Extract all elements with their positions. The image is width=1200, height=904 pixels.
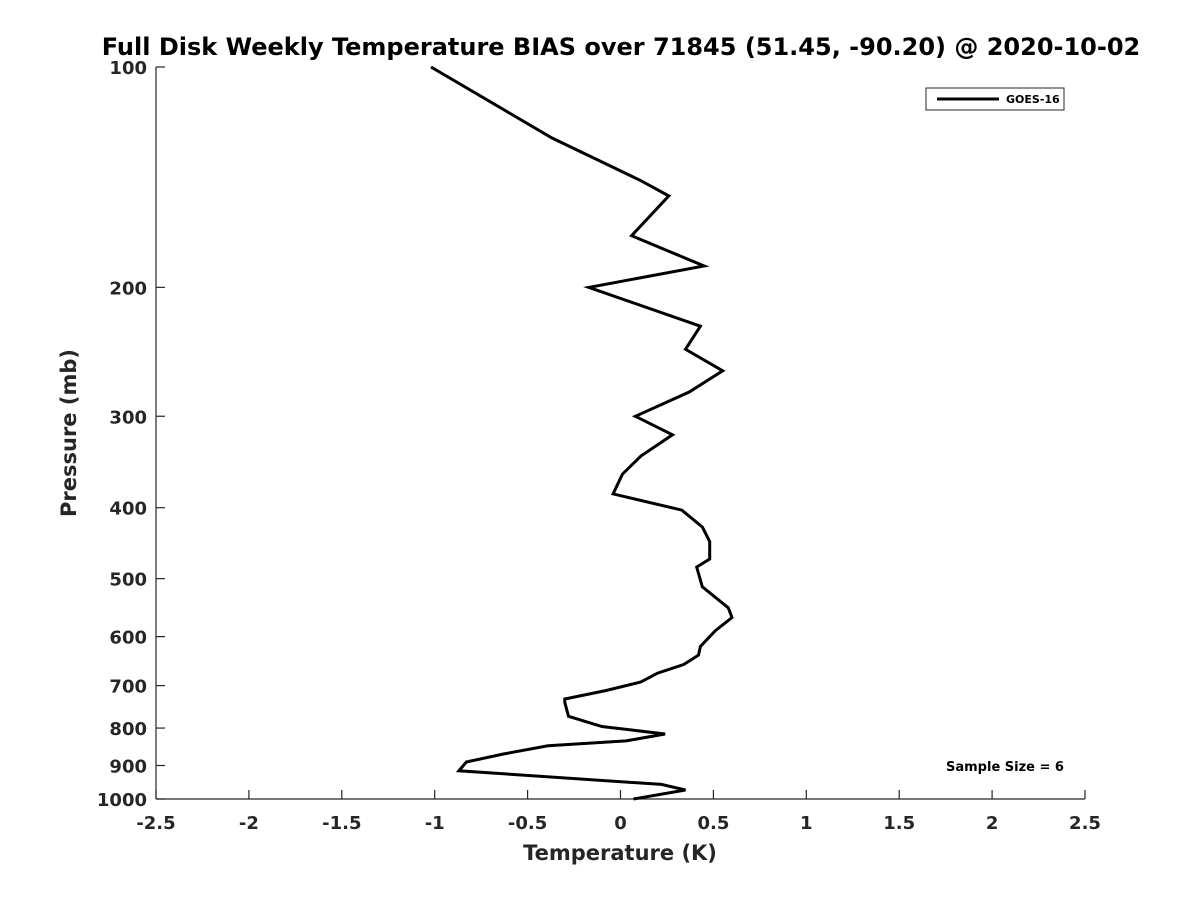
x-tick-label: -1.5	[322, 813, 361, 834]
x-tick-label: -0.5	[508, 813, 547, 834]
y-axis-label: Pressure (mb)	[57, 349, 81, 517]
x-tick-label: -2	[239, 813, 259, 834]
y-tick-label: 400	[109, 499, 147, 520]
legend-label-goes-16: GOES-16	[1006, 93, 1060, 106]
y-axis-ticks: 100 200 300 400 500 600 700 800 900 1000	[97, 58, 165, 811]
chart-title: Full Disk Weekly Temperature BIAS over 7…	[102, 33, 1141, 61]
legend: GOES-16	[925, 87, 1065, 111]
y-tick-label: 500	[109, 570, 147, 591]
sample-size-annotation: Sample Size = 6	[946, 760, 1064, 775]
y-tick-label: 700	[109, 677, 147, 698]
x-axis-label: Temperature (K)	[523, 841, 717, 865]
y-tick-label: 200	[109, 278, 147, 299]
x-tick-label: 0	[614, 813, 627, 834]
series-layer	[430, 65, 734, 801]
y-tick-label: 1000	[97, 790, 147, 811]
x-tick-label: 2.5	[1069, 813, 1101, 834]
x-tick-label: 1	[800, 813, 813, 834]
y-tick-label: 800	[109, 719, 147, 740]
series-line-goes-16	[430, 65, 734, 801]
x-tick-label: -1	[425, 813, 445, 834]
plot-area-frame	[156, 67, 1085, 799]
y-tick-label: 600	[109, 628, 147, 649]
x-tick-label: -2.5	[136, 813, 175, 834]
y-tick-label: 300	[109, 407, 147, 428]
x-tick-label: 0.5	[697, 813, 729, 834]
y-tick-label: 100	[109, 58, 147, 79]
x-tick-label: 2	[986, 813, 999, 834]
x-tick-label: 1.5	[883, 813, 915, 834]
y-tick-label: 900	[109, 757, 147, 778]
x-axis-ticks: -2.5 -2 -1.5 -1 -0.5 0 0.5 1 1.5 2 2.5	[136, 790, 1101, 834]
